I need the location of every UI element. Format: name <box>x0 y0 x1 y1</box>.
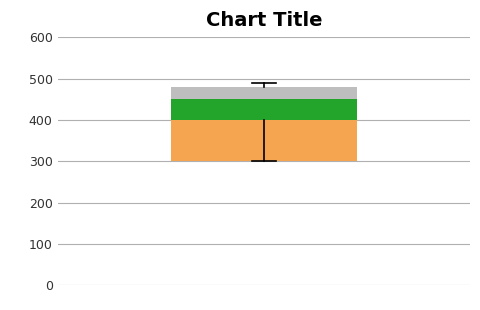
Bar <box>171 99 357 120</box>
Bar <box>171 87 357 99</box>
Bar <box>171 120 357 161</box>
Title: Chart Title: Chart Title <box>206 11 322 30</box>
